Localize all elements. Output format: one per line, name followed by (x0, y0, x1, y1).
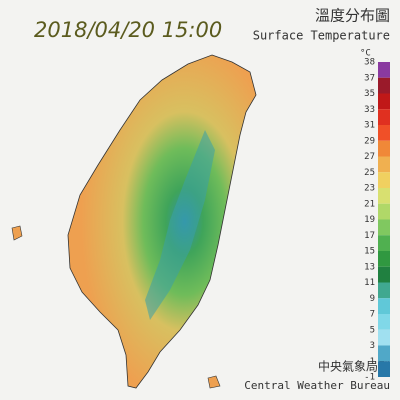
legend-swatch (378, 298, 390, 314)
legend-tick-label: 13 (364, 262, 375, 272)
legend-swatch (378, 251, 390, 267)
legend-swatch (378, 125, 390, 141)
legend-swatch (378, 314, 390, 330)
mountain-range (145, 130, 215, 320)
legend-tick-label: 5 (370, 325, 375, 335)
legend-tick-label: 35 (364, 89, 375, 99)
legend-swatch (378, 156, 390, 173)
legend-tick-label: 29 (364, 136, 375, 146)
legend-swatch (378, 140, 390, 157)
subtitle: Surface Temperature (253, 29, 390, 43)
timestamp: 2018/04/20 15:00 (34, 18, 222, 42)
legend-swatch (378, 266, 390, 283)
legend-swatch (378, 361, 390, 377)
legend-swatch (378, 172, 390, 188)
legend-tick-label: 15 (364, 247, 375, 257)
legend-tick-label: 17 (364, 231, 375, 241)
legend-tick-label: 19 (364, 215, 375, 225)
legend-tick-label: 1 (370, 357, 375, 367)
legend-tick-label: 11 (364, 278, 375, 288)
legend-tick-label: 38 (364, 58, 375, 68)
legend-swatch (378, 93, 390, 110)
legend-tick-label: 21 (364, 199, 375, 209)
legend-swatch (378, 62, 390, 78)
legend-swatch (378, 203, 390, 220)
legend-tick-label: 9 (370, 294, 375, 304)
legend-swatch (378, 219, 390, 236)
legend-tick-label: 27 (364, 152, 375, 162)
legend-swatch (378, 235, 390, 251)
legend-tick-label: 25 (364, 168, 375, 178)
legend-tick-label: 31 (364, 121, 375, 131)
legend-unit: °C (360, 49, 371, 59)
title: 溫度分布圖 (315, 7, 390, 25)
legend-tick-label: 23 (364, 184, 375, 194)
island (11, 225, 23, 241)
island (207, 375, 221, 389)
legend-tick-label: 3 (370, 341, 375, 351)
legend-swatch (378, 329, 390, 346)
legend-tick-label: 37 (364, 73, 375, 83)
legend-tick-label: 7 (370, 310, 375, 320)
legend-swatch (378, 77, 390, 94)
legend-swatch (378, 109, 390, 125)
agency: 中央氣象局製 (318, 359, 390, 374)
legend-tick-label: 33 (364, 105, 375, 115)
legend-swatch (378, 345, 390, 362)
legend-swatch (378, 188, 390, 204)
legend-tick-label: -1 (364, 373, 375, 383)
agency-en: Central Weather Bureau (244, 379, 390, 392)
legend-swatch (378, 282, 390, 299)
